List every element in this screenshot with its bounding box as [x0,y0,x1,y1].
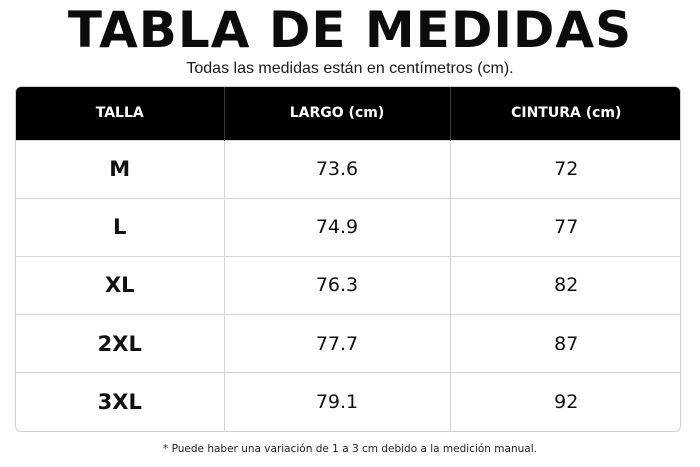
table-header-row: TALLA LARGO (cm) CINTURA (cm) [16,87,680,140]
column-header-talla: TALLA [16,87,225,140]
column-header-cintura: CINTURA (cm) [511,105,622,122]
table-row: 2XL 77.7 87 [16,314,680,373]
footnote: * Puede haber una variación de 1 a 3 cm … [163,443,537,455]
size-cell: 2XL [16,314,225,373]
size-cell: XL [16,255,225,315]
size-cell: 3XL [16,372,225,431]
table-row: XL 76.3 82 [16,255,680,315]
largo-cell: 77.7 [224,314,451,373]
column-header-largo: LARGO (cm) [224,87,451,140]
largo-cell: 79.1 [224,372,451,431]
page-subtitle: Todas las medidas están en centímetros (… [186,60,514,77]
size-cell: L [16,197,225,257]
table-row: M 73.6 72 [16,139,680,199]
table-row: L 74.9 77 [16,197,680,257]
size-chart-table: TALLA LARGO (cm) CINTURA (cm) M 73.6 72 … [15,86,681,432]
largo-cell: 76.3 [224,255,451,315]
cintura-cell: 87 [450,314,680,373]
largo-cell: 74.9 [224,197,451,257]
page-title: TABLA DE MEDIDAS [67,1,633,59]
cintura-cell: 92 [450,372,680,431]
cintura-cell: 72 [450,139,680,199]
size-cell: M [16,139,225,199]
cintura-cell: 77 [450,197,680,257]
largo-cell: 73.6 [224,139,451,199]
cintura-cell: 82 [450,255,680,315]
table-row: 3XL 79.1 92 [16,372,680,431]
